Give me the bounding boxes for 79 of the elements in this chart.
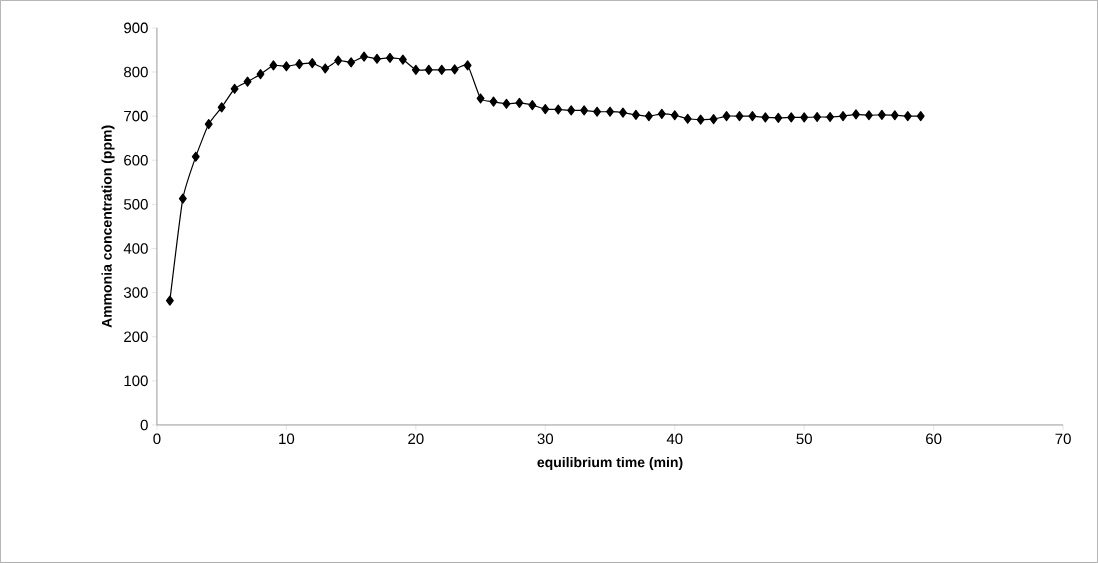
point: [385, 52, 394, 64]
point: [230, 83, 239, 94]
point: [450, 64, 459, 75]
point: [670, 110, 679, 121]
point: [580, 105, 589, 116]
y-tick-label: 600: [124, 154, 148, 166]
point: [269, 60, 278, 71]
point: [619, 107, 627, 118]
point: [761, 112, 770, 123]
point: [864, 110, 873, 121]
x-tick-label: 20: [408, 433, 424, 445]
point: [256, 69, 265, 80]
y-tick-label: 300: [123, 287, 148, 298]
point: [813, 111, 822, 123]
point: [541, 104, 550, 115]
point: [735, 111, 744, 122]
point: [683, 113, 692, 124]
point: [528, 100, 537, 111]
x-tick-label: 60: [926, 433, 942, 445]
point: [644, 111, 653, 122]
point: [890, 110, 899, 121]
point: [657, 108, 666, 120]
point: [774, 112, 783, 124]
point: [437, 64, 446, 75]
point: [916, 111, 925, 122]
point: [852, 109, 860, 120]
point: [787, 112, 796, 123]
y-tick-label: 700: [124, 110, 148, 122]
point: [800, 112, 809, 123]
x-tick-label: 10: [279, 433, 295, 445]
point: [554, 104, 563, 115]
point: [308, 58, 317, 69]
point: [606, 106, 614, 117]
x-tick-label: 50: [796, 433, 812, 445]
point: [191, 151, 200, 162]
point: [709, 114, 718, 125]
point: [463, 60, 472, 71]
point: [567, 105, 576, 116]
point: [282, 61, 291, 72]
point: [631, 109, 640, 120]
y-tick-label: 500: [123, 199, 148, 210]
point: [334, 55, 343, 66]
point: [424, 64, 433, 75]
point: [165, 295, 174, 306]
point: [476, 93, 485, 104]
y-tick-label: 800: [124, 66, 148, 78]
y-tick-label: 100: [124, 375, 148, 387]
point: [411, 64, 420, 75]
point: [360, 51, 369, 62]
x-tick-label: 70: [1055, 433, 1071, 445]
point: [515, 97, 524, 109]
point: [347, 57, 356, 68]
point: [877, 109, 886, 120]
y-tick-label: 200: [124, 331, 148, 343]
point: [373, 53, 381, 64]
point: [321, 63, 330, 74]
x-tick-label: 0: [153, 433, 161, 445]
point: [903, 111, 912, 122]
point: [489, 96, 498, 107]
point: [593, 106, 602, 117]
point: [502, 98, 511, 109]
y-tick-label: 900: [124, 22, 148, 34]
point: [204, 119, 213, 130]
y-tick-label: 400: [123, 243, 148, 254]
point: [295, 59, 304, 70]
point: [748, 111, 757, 122]
x-axis-title: equilibrium time (min): [537, 457, 683, 471]
point: [398, 54, 407, 65]
point: [722, 111, 731, 122]
point: [178, 193, 187, 204]
y-axis-title: Ammonia concentration (ppm): [101, 125, 115, 328]
point: [243, 76, 252, 87]
x-tick-label: 40: [666, 433, 683, 445]
y-tick-label: 0: [140, 419, 148, 431]
point: [217, 102, 226, 113]
point: [696, 114, 705, 125]
point: [826, 111, 835, 123]
x-tick-label: 30: [537, 433, 554, 445]
point: [839, 111, 847, 122]
